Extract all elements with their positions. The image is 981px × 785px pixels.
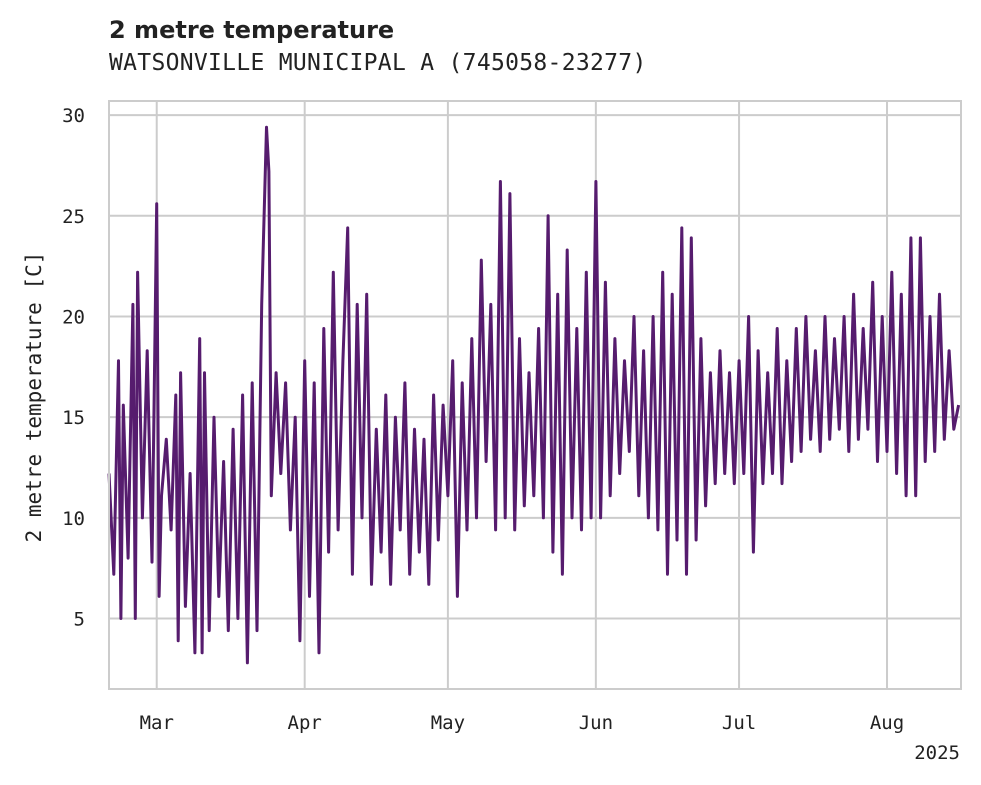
- x-tick-label: Aug: [870, 712, 904, 734]
- plot-frame: [108, 100, 962, 690]
- x-tick-label: Jul: [722, 712, 756, 734]
- y-axis-label: 2 metre temperature [C]: [22, 252, 46, 543]
- y-tick-label: 30: [62, 105, 85, 127]
- y-tick-label: 15: [62, 407, 85, 429]
- x-offset-label: 2025: [914, 742, 960, 764]
- x-tick-label: Mar: [140, 712, 174, 734]
- x-tick-label: Jun: [579, 712, 613, 734]
- y-tick-label: 5: [74, 609, 85, 631]
- chart-title: 2 metre temperature: [109, 16, 395, 44]
- x-tick-label: Apr: [288, 712, 322, 734]
- y-tick-label: 10: [62, 508, 85, 530]
- x-tick-labels: Mar Apr May Jun Jul Aug: [140, 712, 905, 734]
- y-tick-label: 25: [62, 206, 85, 228]
- y-tick-labels: 5 10 15 20 25 30: [62, 105, 85, 630]
- temperature-series-line: [107, 125, 961, 665]
- x-tick-label: May: [431, 712, 465, 734]
- series-group: [107, 125, 961, 665]
- chart-subtitle: WATSONVILLE MUNICIPAL A (745058-23277): [109, 50, 647, 76]
- y-tick-label: 20: [62, 306, 85, 328]
